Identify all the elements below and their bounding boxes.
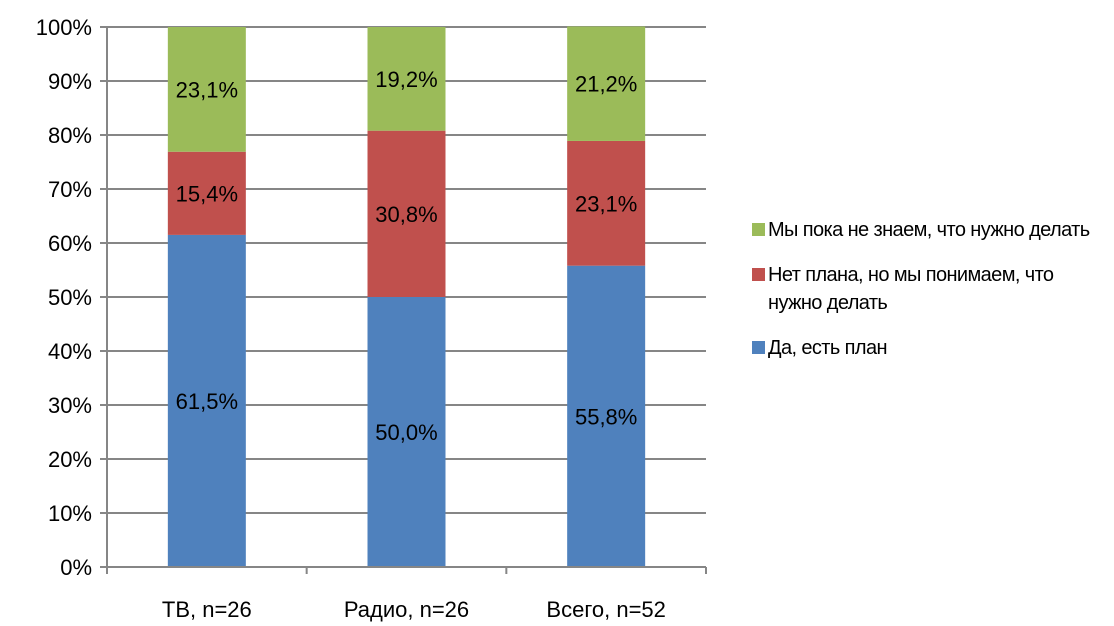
legend-swatch-no-plan <box>752 268 765 281</box>
bar-segment <box>167 234 246 567</box>
data-label: 15,4% <box>176 181 238 206</box>
data-label: 21,2% <box>575 72 637 97</box>
bar-segment <box>167 27 246 152</box>
legend-item-has-plan: Да, есть план <box>752 334 1112 362</box>
y-tick-label: 30% <box>48 393 92 418</box>
data-label: 61,5% <box>176 389 238 414</box>
y-tick-label: 10% <box>48 501 92 526</box>
legend-label-no-plan: Нет плана, но мы понимаем, что нужно дел… <box>768 264 1054 314</box>
bar-segment <box>367 27 446 131</box>
bar-segment <box>367 297 446 567</box>
data-label: 55,8% <box>575 404 637 429</box>
y-tick-label: 100% <box>36 15 92 40</box>
bar-segment <box>167 151 246 235</box>
y-tick-label: 20% <box>48 447 92 472</box>
x-tick-label: Радио, n=26 <box>344 597 469 622</box>
data-label: 23,1% <box>176 77 238 102</box>
legend-swatch-has-plan <box>752 341 765 354</box>
chart-legend: Мы пока не знаем, что нужно делать Нет п… <box>752 216 1112 379</box>
y-tick-label: 60% <box>48 231 92 256</box>
legend-swatch-dont-know <box>752 223 765 236</box>
data-label: 19,2% <box>375 67 437 92</box>
y-tick-label: 70% <box>48 177 92 202</box>
data-label: 30,8% <box>375 202 437 227</box>
y-tick-label: 80% <box>48 123 92 148</box>
legend-label-dont-know: Мы пока не знаем, что нужно делать <box>768 219 1090 241</box>
y-tick-label: 90% <box>48 69 92 94</box>
bar-segment <box>567 265 646 567</box>
y-tick-label: 50% <box>48 285 92 310</box>
x-tick-label: ТВ, n=26 <box>162 597 252 622</box>
bar-segment <box>367 130 446 297</box>
y-tick-label: 0% <box>60 555 92 580</box>
bar-segment <box>567 140 646 266</box>
legend-label-has-plan: Да, есть план <box>768 337 888 359</box>
bar-segment <box>567 26 646 141</box>
data-label: 23,1% <box>575 191 637 216</box>
legend-item-no-plan: Нет плана, но мы понимаем, что нужно дел… <box>752 261 1112 317</box>
x-tick-label: Всего, n=52 <box>546 597 665 622</box>
legend-item-dont-know: Мы пока не знаем, что нужно делать <box>752 216 1112 244</box>
y-tick-label: 40% <box>48 339 92 364</box>
data-label: 50,0% <box>375 420 437 445</box>
